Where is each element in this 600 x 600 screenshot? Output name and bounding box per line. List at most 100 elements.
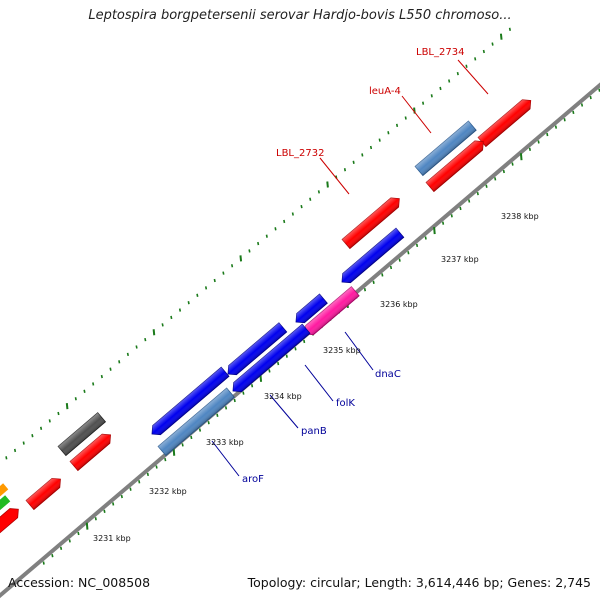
tick-mark (103, 509, 106, 513)
tick-mark (439, 86, 442, 91)
tick-mark (317, 190, 320, 194)
tick-mark (294, 347, 297, 351)
gene-blue-d[interactable] (148, 366, 230, 438)
tick-mark (129, 487, 132, 491)
gene-label: panB (301, 426, 327, 437)
gene-red-inner-low[interactable] (25, 475, 64, 511)
tick-mark (172, 448, 176, 456)
tick-label: 3233 kbp (206, 438, 244, 447)
tick-mark (65, 403, 69, 410)
tick-mark (5, 456, 8, 460)
tick-mark (456, 71, 459, 76)
tick-mark (233, 398, 236, 403)
tick-mark (361, 153, 364, 157)
tick-mark (178, 308, 182, 312)
tick-mark (459, 206, 462, 211)
tick-mark (422, 101, 425, 105)
tick-mark (68, 539, 71, 543)
tick-label: 3234 kbp (264, 392, 302, 401)
tick-mark (196, 293, 199, 297)
tick-mark (83, 389, 86, 393)
tick-mark (92, 382, 95, 386)
tick-mark (207, 421, 210, 425)
gene-label: LBL_2732 (276, 148, 324, 159)
tick-mark (381, 273, 384, 277)
tick-mark (224, 406, 228, 410)
tick-mark (144, 337, 147, 342)
tick-mark (222, 271, 225, 275)
tick-mark (239, 255, 243, 262)
gene-leua-4[interactable] (414, 120, 477, 177)
gene-features (0, 96, 535, 536)
gene-label: aroF (242, 474, 264, 485)
gene-gray[interactable] (57, 412, 107, 457)
tick-mark (476, 191, 479, 196)
gene-small-green[interactable] (0, 495, 11, 514)
tick-mark (407, 251, 410, 255)
tick-mark (277, 361, 280, 366)
tick-mark (109, 367, 112, 371)
tick-mark (389, 265, 393, 270)
tick-mark (13, 448, 17, 453)
tick-mark (580, 103, 584, 107)
tick-mark (415, 243, 419, 248)
tick-mark (499, 33, 503, 40)
gene-arof[interactable] (157, 387, 235, 457)
tick-mark (42, 561, 45, 565)
gene-red-inner-top[interactable] (425, 137, 487, 193)
gene-red-inner-mid[interactable] (69, 430, 114, 472)
tick-mark (164, 457, 167, 462)
tick-mark (450, 214, 453, 218)
gene-red-edge[interactable] (0, 505, 22, 536)
tick-mark (468, 199, 471, 203)
tick-mark (563, 118, 566, 122)
gene-blue-b[interactable] (292, 293, 328, 326)
tick-mark (494, 177, 497, 181)
tick-mark (112, 502, 115, 506)
tick-mark (369, 145, 373, 150)
gene-label: dnaC (375, 369, 401, 380)
tick-mark (118, 360, 121, 364)
tick-mark (126, 352, 129, 357)
tick-mark (59, 546, 63, 550)
outer-tick-ring (5, 27, 512, 460)
label-leaders (211, 59, 489, 477)
tick-mark (430, 94, 433, 98)
tick-mark (265, 234, 268, 238)
tick-mark (326, 181, 329, 188)
gene-blue-c[interactable] (338, 227, 405, 286)
tick-mark (502, 169, 505, 174)
tick-mark (589, 95, 592, 100)
tick-mark (74, 397, 77, 401)
gene-lbl-2732[interactable] (341, 194, 403, 250)
gene-small-orange[interactable] (0, 483, 9, 502)
tick-mark (257, 241, 260, 246)
tick-label: 3238 kbp (501, 212, 539, 221)
tick-label: 3236 kbp (380, 300, 418, 309)
tick-mark (363, 288, 367, 292)
tick-mark (155, 465, 158, 469)
tick-mark (259, 374, 263, 382)
tick-mark (300, 204, 303, 209)
tick-mark (572, 110, 575, 115)
tick-mark (387, 131, 390, 135)
gene-folk-panb[interactable] (229, 323, 311, 395)
tick-label: 3235 kbp (323, 346, 361, 355)
gene-blue-a[interactable] (224, 322, 288, 379)
tick-mark (190, 435, 193, 440)
tick-mark (554, 125, 558, 129)
tick-mark (474, 57, 477, 61)
tick-mark (57, 411, 60, 416)
tick-mark (22, 441, 25, 445)
map-title: Leptospira borgpetersenii serovar Hardjo… (88, 8, 512, 23)
gene-lbl-2734[interactable] (477, 96, 535, 148)
tick-mark (274, 227, 277, 231)
tick-mark (485, 184, 488, 188)
tick-mark (213, 278, 216, 283)
tick-mark (303, 339, 306, 344)
tick-mark (251, 384, 254, 388)
tick-label-group: 3231 kbp 3232 kbp 3233 kbp 3234 kbp 3235… (93, 212, 539, 543)
tick-mark (120, 494, 123, 499)
tick-mark (283, 219, 286, 224)
